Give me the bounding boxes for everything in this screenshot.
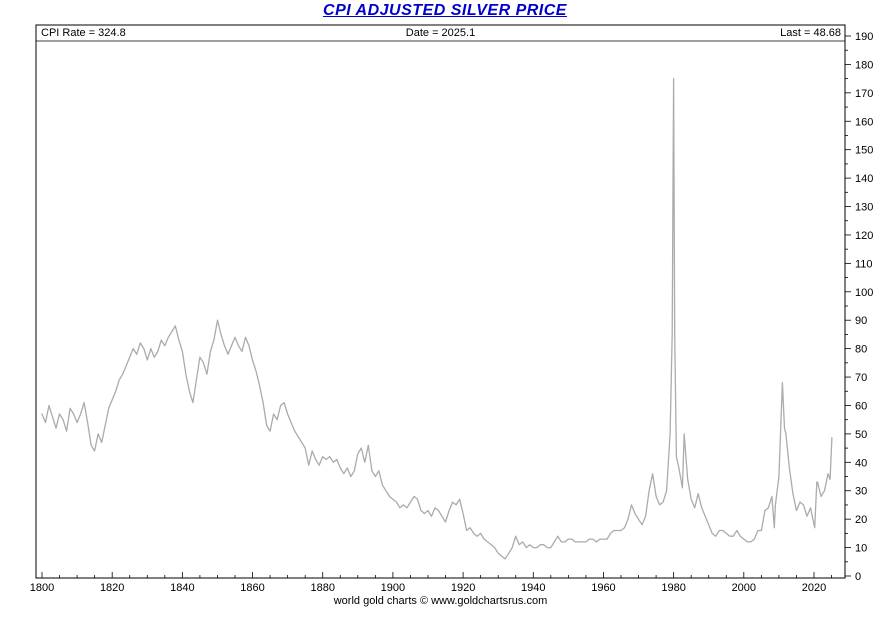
y-tick-label: 80 [855,344,867,356]
x-tick-label: 2000 [732,582,756,594]
y-tick-label: 30 [855,486,867,498]
y-tick-label: 60 [855,400,867,412]
y-tick-label: 140 [855,173,873,185]
x-tick-label: 1960 [591,582,615,594]
y-tick-label: 150 [855,145,873,157]
y-tick-label: 130 [855,202,873,214]
y-tick-label: 70 [855,372,867,384]
y-tick-label: 190 [855,31,873,43]
y-tick-label: 90 [855,315,867,327]
y-tick-label: 110 [855,258,873,270]
header-cpi-rate: CPI Rate = 324.8 [41,27,126,39]
y-tick-label: 170 [855,88,873,100]
header-last: Last = 48.68 [780,27,841,39]
x-tick-label: 1900 [381,582,405,594]
silver-price-line [41,77,833,560]
footer-credit: world gold charts © www.goldchartsrus.co… [333,595,548,607]
y-tick-label: 50 [855,429,867,441]
y-tick-label: 0 [855,571,861,583]
x-tick-label: 1860 [240,582,264,594]
plot-border [35,24,846,579]
x-tick-label: 1800 [30,582,54,594]
y-tick-label: 120 [855,230,873,242]
x-tick-label: 1940 [521,582,545,594]
x-tick-label: 1880 [310,582,334,594]
y-tick-label: 100 [855,287,873,299]
y-tick-label: 40 [855,457,867,469]
x-tick-label: 1820 [100,582,124,594]
chart-title: CPI ADJUSTED SILVER PRICE [323,2,567,19]
y-tick-label: 180 [855,59,873,71]
y-tick-label: 10 [855,543,867,555]
x-tick-label: 2020 [802,582,826,594]
x-tick-label: 1920 [451,582,475,594]
x-tick-label: 1980 [661,582,685,594]
x-tick-label: 1840 [170,582,194,594]
header-date: Date = 2025.1 [405,27,476,39]
y-tick-label: 20 [855,514,867,526]
y-tick-label: 160 [855,116,873,128]
